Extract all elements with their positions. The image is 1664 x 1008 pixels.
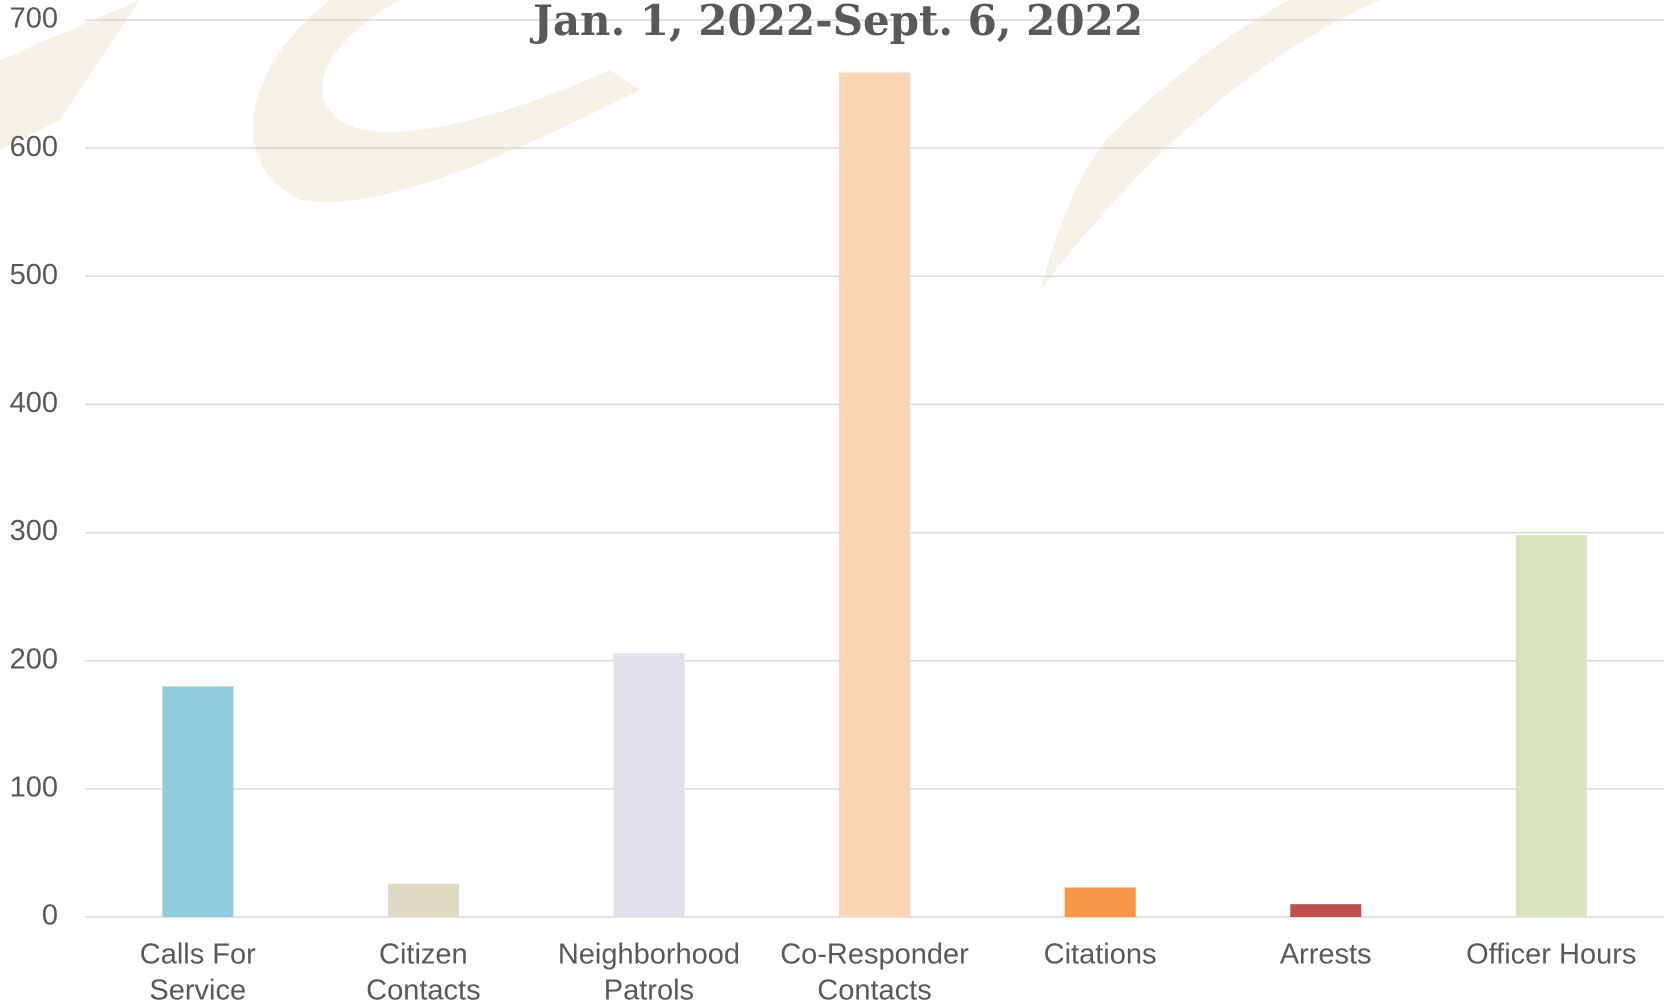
x-tick-label: Contacts (366, 975, 480, 1007)
y-tick-label: 100 (10, 772, 58, 804)
x-tick-label: Neighborhood (558, 939, 740, 971)
y-tick-label: 600 (10, 131, 58, 163)
y-tick-label: 300 (10, 515, 58, 547)
bar (387, 883, 459, 917)
watermark (0, 0, 1380, 290)
x-tick-label: Contacts (817, 975, 931, 1007)
y-tick-label: 500 (10, 259, 58, 291)
bar (839, 72, 911, 917)
x-tick-label: Arrests (1280, 939, 1372, 971)
x-tick-label: Service (149, 975, 246, 1007)
chart-title: Jan. 1, 2022-Sept. 6, 2022 (529, 0, 1143, 45)
x-tick-label: Officer Hours (1466, 939, 1636, 971)
x-tick-label: Citizen (379, 939, 468, 971)
x-tick-label: Citations (1044, 939, 1157, 971)
bar (1064, 887, 1136, 917)
bar (1290, 904, 1362, 917)
x-tick-label: Co-Responder (780, 939, 969, 971)
y-tick-label: 0 (42, 900, 58, 932)
y-tick-label: 200 (10, 643, 58, 675)
bar (162, 686, 234, 917)
x-tick-label: Calls For (140, 939, 256, 971)
bar (1515, 535, 1587, 917)
y-tick-label: 400 (10, 387, 58, 419)
bar (613, 653, 685, 917)
y-tick-label: 700 (10, 3, 58, 35)
x-tick-label: Patrols (604, 975, 694, 1007)
